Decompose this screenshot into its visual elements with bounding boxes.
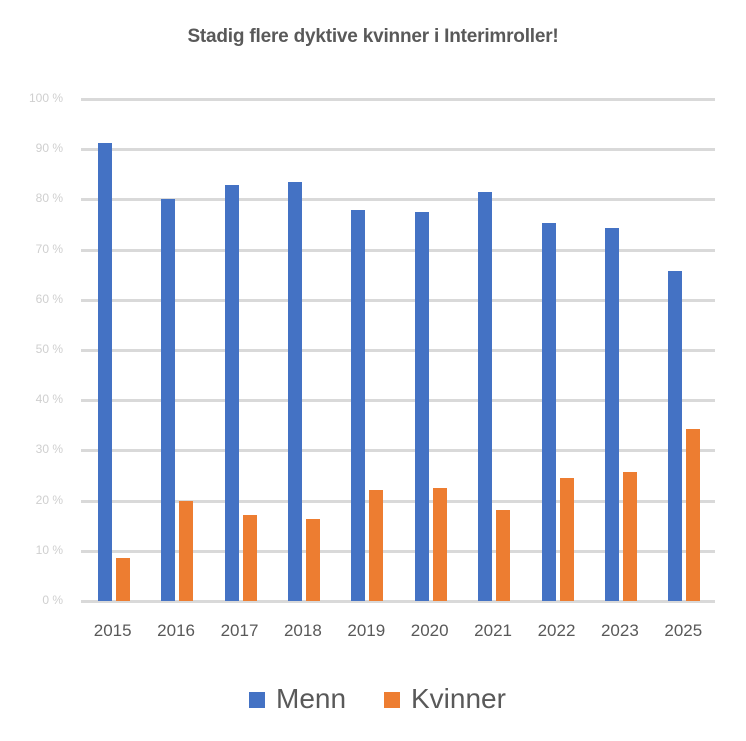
x-tick-label: 2019 [347, 621, 386, 640]
gridline [81, 248, 715, 252]
legend-label-kvinner: Kvinner [411, 683, 506, 714]
bar-menn-2018 [287, 181, 302, 601]
gridline [81, 148, 715, 152]
x-tick-label: 2020 [410, 621, 449, 640]
gridline [81, 499, 715, 503]
gridline [81, 600, 715, 603]
gridline [81, 98, 715, 101]
bar-menn-2016 [161, 199, 176, 601]
legend-swatch-kvinner [384, 692, 400, 708]
bar-menn-2022 [541, 222, 556, 601]
y-tick-label: 60 % [35, 291, 63, 306]
bar-kvinner-2023 [622, 471, 637, 601]
y-tick-label: 10 % [35, 542, 63, 557]
gridline [81, 449, 715, 453]
gridline [81, 549, 715, 553]
bar-kvinner-2021 [496, 510, 511, 601]
bar-kvinner-2018 [305, 519, 320, 601]
x-tick-label: 2016 [157, 621, 195, 640]
bar-kvinner-2025 [686, 428, 701, 601]
bar-menn-2015 [97, 142, 112, 601]
y-tick-label: 100 % [28, 91, 63, 105]
bar-menn-2023 [604, 228, 619, 601]
y-tick-label: 80 % [35, 191, 63, 206]
gridline [81, 198, 715, 202]
gridline [81, 399, 715, 403]
bar-kvinner-2015 [115, 558, 130, 601]
x-tick-label: 2021 [474, 621, 512, 640]
x-tick-label: 2017 [220, 621, 259, 640]
x-tick-label: 2023 [600, 621, 639, 640]
gridline [81, 298, 715, 302]
bar-menn-2025 [668, 271, 683, 601]
y-tick-label: 50 % [35, 342, 63, 356]
y-tick-label: 20 % [35, 492, 63, 507]
bar-menn-2021 [478, 192, 493, 601]
x-tick-label: 2022 [537, 621, 576, 640]
bar-menn-2019 [351, 210, 366, 601]
legend: Menn Kvinner [0, 683, 746, 717]
chart-title: Stadig flere dyktive kvinner i Interimro… [187, 26, 559, 47]
bar-kvinner-2022 [559, 477, 574, 601]
legend-label-menn: Menn [276, 683, 347, 714]
y-tick-label: 0 % [42, 593, 63, 607]
x-tick-label: 2025 [664, 621, 703, 640]
bar-kvinner-2020 [432, 488, 447, 601]
bar-menn-2020 [414, 211, 429, 601]
bar-kvinner-2019 [369, 490, 384, 601]
x-tick-label: 2018 [283, 621, 322, 640]
x-tick-label: 2015 [93, 621, 132, 640]
gridline [81, 349, 715, 352]
bar-kvinner-2016 [179, 500, 194, 601]
y-tick-label: 40 % [35, 392, 63, 407]
y-tick-label: 90 % [35, 141, 63, 156]
y-tick-label: 70 % [35, 241, 63, 256]
bar-menn-2017 [224, 185, 239, 601]
legend-swatch-menn [249, 692, 265, 708]
y-tick-label: 30 % [35, 442, 63, 457]
bar-kvinner-2017 [242, 515, 257, 601]
